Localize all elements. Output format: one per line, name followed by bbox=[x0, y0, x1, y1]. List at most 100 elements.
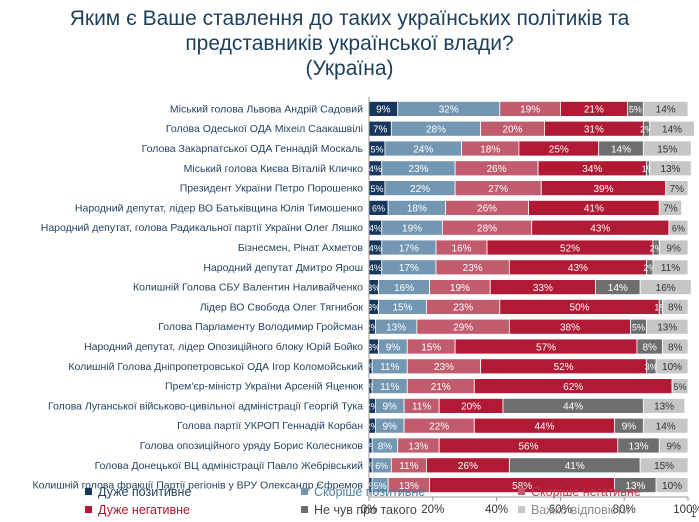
data-label: 34% bbox=[582, 164, 602, 175]
data-label: 9% bbox=[386, 342, 401, 353]
data-label: 32% bbox=[439, 105, 459, 116]
data-label: 7% bbox=[373, 125, 388, 136]
legend-swatch bbox=[85, 488, 92, 495]
data-label: 9% bbox=[383, 402, 398, 413]
bar-segment bbox=[642, 101, 689, 117]
data-label: 26% bbox=[458, 461, 478, 472]
category-label: Лідер ВО Свобода Олег Тягнибок bbox=[200, 301, 364, 313]
legend-item-rather-positive: Скоріше позитивне bbox=[301, 485, 425, 499]
data-label: 11% bbox=[399, 461, 418, 472]
data-label: 43% bbox=[568, 263, 588, 274]
data-label: 1% bbox=[364, 382, 377, 392]
data-label: 25% bbox=[549, 144, 569, 155]
bar-segment bbox=[642, 140, 692, 157]
data-label: 17% bbox=[399, 263, 419, 274]
data-label: 5% bbox=[674, 382, 687, 392]
data-label: 57% bbox=[536, 342, 556, 353]
data-label: 9% bbox=[666, 441, 681, 452]
data-label: 6% bbox=[672, 224, 685, 234]
bar-segment bbox=[642, 397, 686, 414]
legend-item-very-positive: Дуже позитивне bbox=[85, 485, 191, 499]
chart-title: Яким є Ваше ставлення до таких українськ… bbox=[0, 6, 699, 81]
data-label: 13% bbox=[625, 481, 645, 492]
bar-segment bbox=[639, 279, 692, 296]
data-label: 3% bbox=[367, 283, 380, 293]
data-label: 2% bbox=[650, 243, 663, 253]
data-label: 13% bbox=[399, 481, 419, 492]
data-label: 9% bbox=[383, 422, 398, 433]
data-label: 19% bbox=[520, 105, 540, 116]
bar-segment bbox=[649, 160, 692, 177]
data-label: 7% bbox=[670, 184, 685, 195]
x-tick-label: 60% bbox=[549, 504, 572, 516]
data-label: 50% bbox=[570, 303, 590, 314]
bar-segment bbox=[658, 437, 689, 454]
data-label: 5% bbox=[370, 184, 383, 194]
data-label: 22% bbox=[410, 184, 430, 195]
data-label: 15% bbox=[392, 303, 412, 314]
bar-segment bbox=[639, 457, 689, 474]
data-label: 1% bbox=[654, 303, 667, 313]
data-label: 33% bbox=[533, 283, 553, 294]
data-label: 4% bbox=[369, 243, 382, 253]
category-label: Президент України Петро Порошенко bbox=[180, 183, 363, 195]
data-label: 21% bbox=[584, 105, 604, 116]
category-label: Голова Парламенту Володимир Гройсман bbox=[158, 321, 363, 333]
x-tick-label: 40% bbox=[485, 504, 508, 516]
data-label: 3% bbox=[645, 362, 658, 372]
data-label: 52% bbox=[554, 362, 574, 373]
chart-title-line-2: представників української влади? bbox=[185, 32, 514, 55]
data-label: 31% bbox=[584, 125, 604, 136]
category-label: Народний депутат Дмитро Ярош bbox=[203, 262, 363, 274]
data-label: 5% bbox=[632, 323, 645, 333]
page-number: 1 bbox=[691, 509, 697, 519]
data-label: 13% bbox=[408, 441, 428, 452]
x-tick-label: 100% bbox=[673, 504, 699, 516]
data-label: 5% bbox=[374, 481, 387, 491]
bar-segment bbox=[655, 358, 689, 375]
data-label: 2% bbox=[366, 422, 379, 432]
data-label: 24% bbox=[413, 144, 433, 155]
data-label: 23% bbox=[434, 362, 454, 373]
data-label: 11% bbox=[412, 402, 431, 413]
data-label: 8% bbox=[642, 342, 657, 353]
category-label: Міський голова Києва Віталій Кличко bbox=[184, 163, 364, 175]
chart-title-line-1: Яким є Ваше ставлення до таких українськ… bbox=[69, 7, 630, 30]
data-label: 18% bbox=[480, 144, 500, 155]
x-tick-label: 0% bbox=[361, 504, 378, 516]
bar-segment bbox=[665, 180, 689, 197]
data-label: 11% bbox=[661, 263, 680, 274]
legend-swatch bbox=[301, 488, 308, 495]
category-label: Народний депутат, голова Радикальної пар… bbox=[41, 222, 363, 234]
data-label: 4% bbox=[369, 263, 382, 273]
data-label: 13% bbox=[657, 323, 677, 334]
data-label: 16% bbox=[656, 283, 676, 294]
data-label: 4% bbox=[369, 224, 382, 234]
legend-swatch bbox=[518, 506, 525, 513]
data-label: 3% bbox=[367, 342, 380, 352]
data-label: 13% bbox=[386, 323, 406, 334]
data-label: 39% bbox=[593, 184, 613, 195]
data-label: 15% bbox=[657, 144, 677, 155]
legend-item-rather-negative: Скоріше негативне bbox=[518, 485, 641, 499]
legend-swatch bbox=[85, 506, 92, 513]
category-label: Прем'єр-міністр України Арсеній Яценюк bbox=[165, 381, 363, 393]
data-label: 23% bbox=[463, 263, 483, 274]
data-label: 5% bbox=[370, 144, 383, 154]
bar-segment bbox=[652, 259, 689, 276]
data-label: 1% bbox=[364, 481, 377, 491]
category-label: Голова Донецької ВЦ адміністрації Павло … bbox=[95, 460, 364, 472]
legend-swatch bbox=[518, 488, 525, 495]
data-label: 6% bbox=[375, 461, 388, 471]
bar-segment bbox=[668, 219, 689, 236]
data-label: 20% bbox=[503, 125, 523, 136]
data-label: 14% bbox=[656, 105, 676, 116]
data-label: 8% bbox=[668, 342, 683, 353]
legend-item-very-negative: Дуже негативне bbox=[85, 503, 190, 517]
bar-segment bbox=[671, 378, 689, 395]
data-label: 1% bbox=[364, 461, 377, 471]
data-label: 41% bbox=[565, 461, 585, 472]
data-label: 16% bbox=[394, 283, 414, 294]
data-label: 4% bbox=[369, 164, 382, 174]
